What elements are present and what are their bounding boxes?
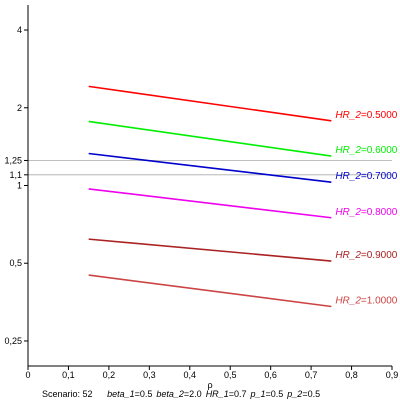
- footer-param-name: beta_2: [156, 389, 184, 399]
- series-label: HR_2=0.6000: [335, 145, 397, 156]
- series-label-name: HR_2: [335, 145, 361, 156]
- footer-param-name: p_2: [286, 389, 302, 399]
- y-tick-label: 1,25: [4, 155, 22, 165]
- x-tick-label: 0,4: [184, 370, 197, 380]
- series-label-value: =0.6000: [361, 145, 398, 156]
- x-tick-label: 0,8: [345, 370, 358, 380]
- footer-param-name: p_1: [249, 389, 265, 399]
- series-label-value: =0.5000: [361, 110, 398, 121]
- footer-param-value: =2.0: [184, 389, 202, 399]
- series-label-name: HR_2: [335, 171, 361, 182]
- footer-param-name: beta_1: [107, 389, 135, 399]
- y-ticks: 0,25 0,5 11,1 1,25 2 4: [4, 25, 28, 346]
- footer-param-value: =0.5: [266, 389, 284, 399]
- series-line: [88, 85, 332, 122]
- x-tick-label: 0,6: [264, 370, 277, 380]
- series-label-value: =1.0000: [361, 295, 398, 306]
- series-line: [88, 152, 332, 183]
- x-tick-label: 0,3: [143, 370, 156, 380]
- series-label-value: =0.8000: [361, 207, 398, 218]
- y-tick-label: 4: [17, 25, 22, 35]
- series-label-name: HR_2: [335, 250, 361, 261]
- series-label: HR_2=1.0000: [335, 295, 397, 306]
- reference-lines: [28, 160, 392, 176]
- x-tick-label: 0: [25, 370, 30, 380]
- series-line: [88, 188, 332, 219]
- series-line: [88, 274, 332, 308]
- footer-param-name: HR_1: [206, 389, 229, 399]
- footer-param-value: =0.5: [302, 389, 320, 399]
- x-tick-label: 0,5: [224, 370, 237, 380]
- series-label-name: HR_2: [335, 295, 361, 306]
- series-label-name: HR_2: [335, 207, 361, 218]
- y-tick-label: 1,1: [9, 170, 22, 180]
- y-tick-label: 2: [17, 103, 22, 113]
- series-label: HR_2=0.7000: [335, 171, 397, 182]
- x-tick-label: 0,7: [305, 370, 318, 380]
- series-label: HR_2=0.9000: [335, 250, 397, 261]
- y-tick-label: 0,5: [9, 258, 22, 268]
- y-tick-label: 0,25: [4, 336, 22, 346]
- x-tick-label: 0,2: [103, 370, 116, 380]
- series-line: [88, 120, 332, 157]
- x-tick-label: 0,1: [62, 370, 75, 380]
- series-line: [88, 238, 332, 262]
- y-tick-label: 1: [17, 181, 22, 191]
- footer-param-value: =0.7: [229, 389, 247, 399]
- x-ticks: 0 0,1 0,2 0,3 0,4 0,5 0,6 0,7 0,8 0,9: [25, 366, 398, 380]
- series-label-value: =0.7000: [361, 171, 398, 182]
- axes: [27, 5, 392, 367]
- scenario-label: Scenario: 52: [42, 389, 93, 399]
- series-label-name: HR_2: [335, 110, 361, 121]
- x-axis-label: ρ: [207, 380, 212, 390]
- series-label-value: =0.9000: [361, 250, 398, 261]
- series-lines: [88, 85, 332, 308]
- series-label: HR_2=0.8000: [335, 207, 397, 218]
- footer-caption: Scenario: 52 beta_1=0.5 beta_2=2.0 HR_1=0.…: [42, 389, 320, 399]
- x-tick-label: 0,9: [386, 370, 399, 380]
- footer-param-value: =0.5: [135, 389, 153, 399]
- series-label: HR_2=0.5000: [335, 110, 397, 121]
- series-labels: HR_2=0.5000HR_2=0.6000HR_2=0.7000HR_2=0.…: [335, 110, 397, 307]
